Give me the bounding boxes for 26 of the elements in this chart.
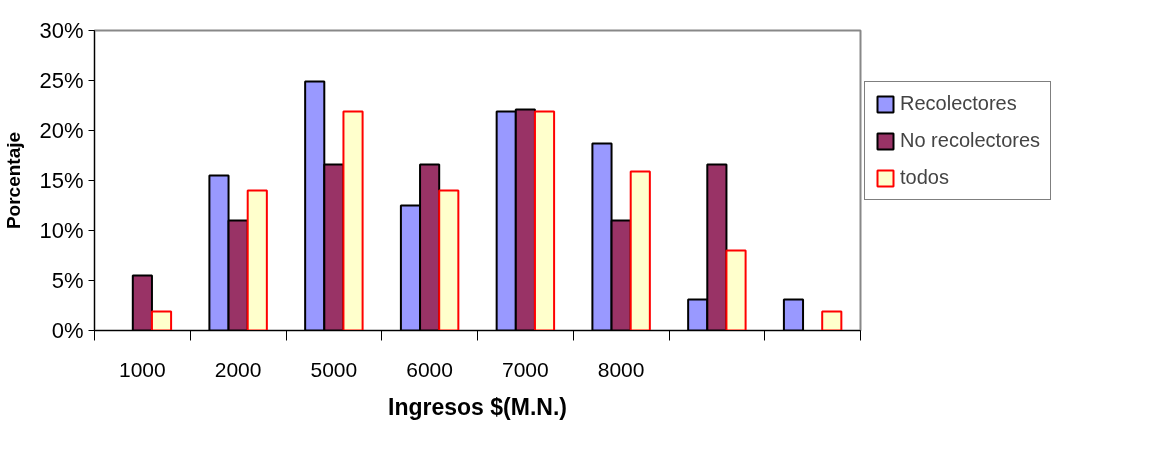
- x-tick-label: 1000: [119, 357, 166, 381]
- bar: [821, 310, 843, 331]
- x-tick-label: 5000: [310, 357, 358, 381]
- x-tick-label: 7000: [502, 357, 549, 381]
- y-tick-label: 20%: [39, 118, 84, 143]
- legend-label: No recolectores: [900, 129, 1041, 152]
- bar: [150, 310, 173, 331]
- x-tick-label: 8000: [597, 357, 645, 381]
- x-tick-label: 6000: [406, 357, 453, 381]
- bar: [725, 249, 747, 331]
- x-tick-label: 2000: [214, 357, 262, 381]
- y-tick-label: 25%: [39, 68, 84, 93]
- y-tick-label: 10%: [39, 218, 84, 243]
- bar: [533, 110, 556, 331]
- bar: [629, 170, 651, 331]
- x-axis-title: Ingresos $(M.N.): [388, 393, 567, 420]
- bar: [246, 189, 268, 331]
- legend-label: Recolectores: [900, 92, 1017, 115]
- y-tick-label: 5%: [51, 268, 84, 293]
- bar: [342, 110, 364, 331]
- y-tick-label: 30%: [39, 18, 84, 43]
- bar: [438, 189, 460, 331]
- y-tick-label: 0%: [51, 318, 84, 343]
- y-tick-label: 15%: [39, 168, 84, 193]
- legend-label: todos: [900, 166, 949, 189]
- y-axis-title: Porcentaje: [3, 131, 25, 230]
